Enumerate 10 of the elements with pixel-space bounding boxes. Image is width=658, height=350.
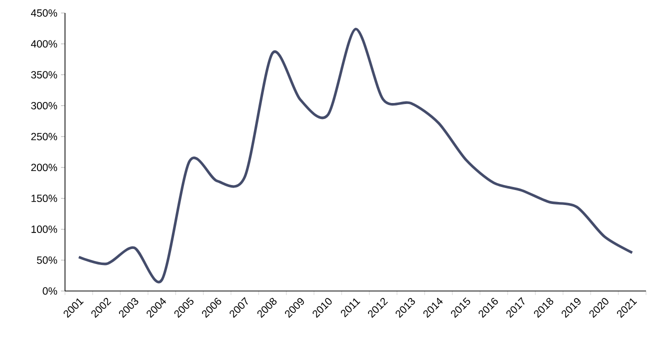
y-tick-label: 150%	[32, 194, 58, 202]
y-tick-label: 0%	[42, 287, 58, 295]
y-tick-label: 200%	[31, 164, 58, 172]
y-tick-label: 100%	[32, 226, 58, 233]
y-tick-label: 250%	[31, 132, 58, 140]
y-tick-label: 300%	[31, 102, 58, 110]
y-tick-label: 400%	[30, 40, 58, 48]
y-tick-label: 50%	[36, 256, 58, 264]
y-tick-label: 350%	[31, 71, 58, 78]
y-tick-label: 450%	[30, 9, 58, 17]
